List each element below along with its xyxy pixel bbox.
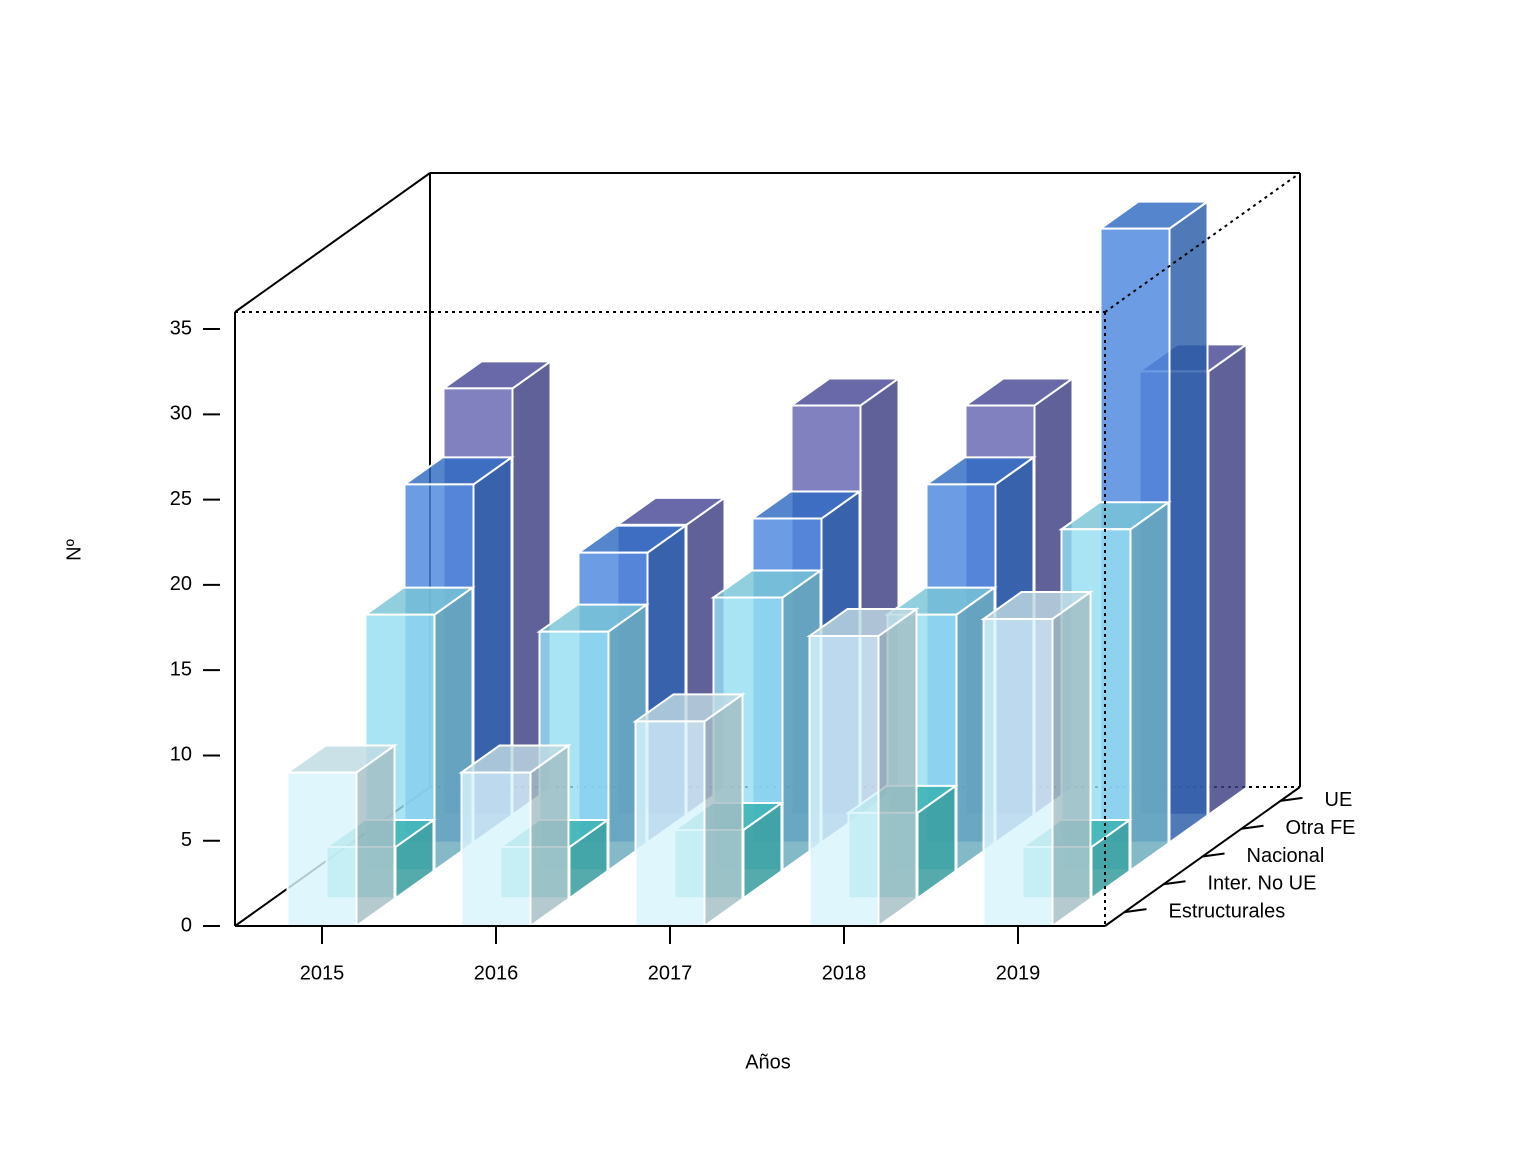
y-tick-label: 30 (170, 403, 192, 425)
box-edge (234, 172, 431, 313)
bar-side (877, 607, 918, 928)
legend-label: Otra FE (1286, 817, 1356, 839)
depth-tick (1280, 796, 1303, 802)
depth-tick (1202, 852, 1225, 858)
y-axis-title: Nº (63, 538, 85, 560)
depth-tick (1163, 880, 1186, 886)
x-tick-label: 2017 (648, 962, 693, 984)
legend-label: UE (1325, 789, 1353, 811)
y-tick-label: 35 (170, 317, 192, 339)
bar-front (808, 635, 880, 927)
x-tick-label: 2015 (300, 962, 345, 984)
legend-label: Nacional (1247, 845, 1325, 867)
bar-front (634, 720, 706, 927)
y-tick-label: 25 (170, 488, 192, 510)
legend-label: Inter. No UE (1208, 873, 1317, 895)
bar-side (355, 743, 396, 928)
bar-side (1207, 342, 1248, 817)
bar (980, 590, 1094, 928)
x-tick-label: 2016 (474, 962, 519, 984)
bar (806, 607, 920, 928)
box-edge (1104, 172, 1301, 313)
legend-label: Estructurales (1169, 900, 1286, 922)
bar-side (703, 692, 744, 928)
y-tick-label: 15 (170, 658, 192, 680)
y-tick-label: 20 (170, 573, 192, 595)
bar-side (529, 743, 570, 928)
depth-tick (1241, 824, 1264, 830)
bar (284, 743, 398, 928)
bar-side (1129, 500, 1170, 873)
y-tick-label: 10 (170, 744, 192, 766)
x-tick-label: 2019 (996, 962, 1041, 984)
x-tick-label: 2018 (822, 962, 867, 984)
bar-front (982, 618, 1054, 927)
x-axis-title: Años (745, 1051, 791, 1073)
bar-front (286, 771, 358, 927)
bar-front (460, 771, 532, 927)
depth-tick (1124, 908, 1147, 914)
bar (632, 692, 746, 928)
bar (458, 743, 572, 928)
bar-side (1051, 590, 1092, 928)
y-tick-label: 0 (181, 914, 192, 936)
bar-side (1168, 199, 1209, 845)
y-tick-label: 5 (181, 829, 192, 851)
